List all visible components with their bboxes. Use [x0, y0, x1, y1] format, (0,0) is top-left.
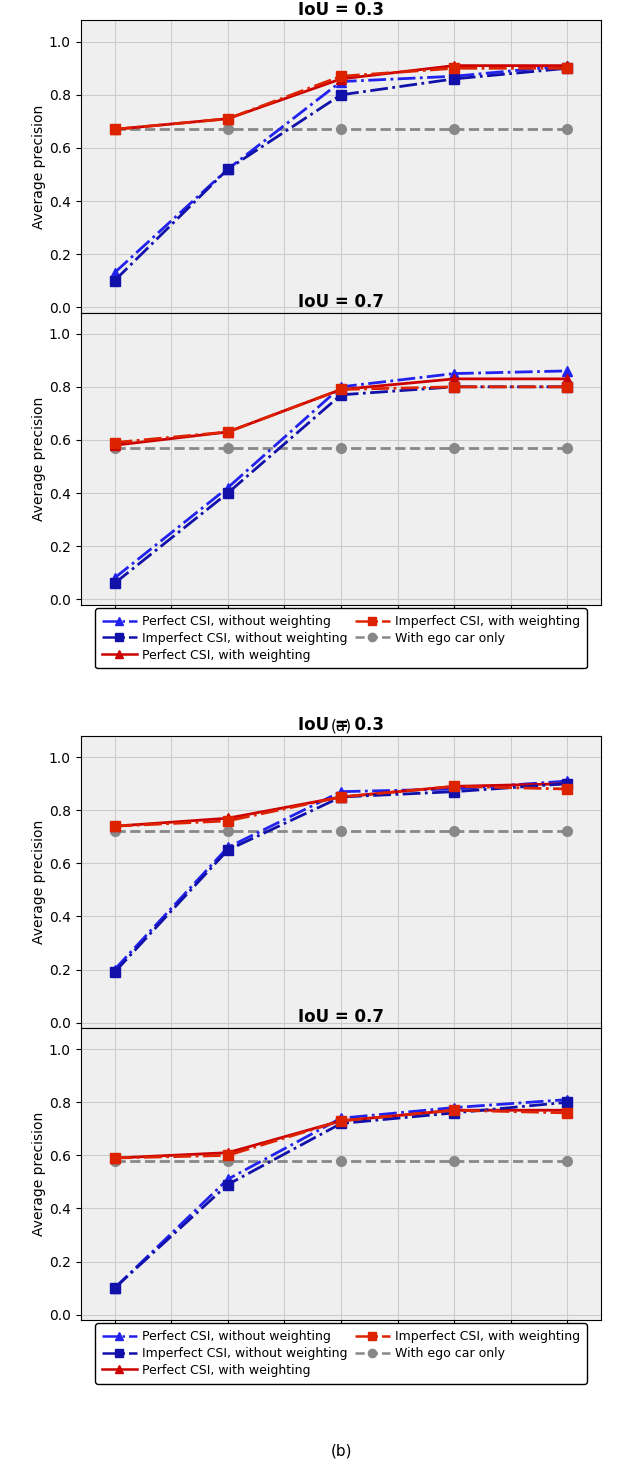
Title: IoU = 0.7: IoU = 0.7: [298, 1009, 384, 1026]
X-axis label: SNR in dB: SNR in dB: [295, 632, 387, 650]
Y-axis label: Average precision: Average precision: [32, 397, 46, 521]
Y-axis label: Average precision: Average precision: [32, 104, 46, 228]
X-axis label: SNR in dB: SNR in dB: [295, 1348, 387, 1366]
Text: (b): (b): [330, 1444, 352, 1458]
Title: IoU = 0.7: IoU = 0.7: [298, 293, 384, 310]
Y-axis label: Average precision: Average precision: [32, 1111, 46, 1236]
Legend: Perfect CSI, without weighting, Imperfect CSI, without weighting, Perfect CSI, w: Perfect CSI, without weighting, Imperfec…: [95, 608, 587, 669]
Legend: Perfect CSI, without weighting, Imperfect CSI, without weighting, Perfect CSI, w: Perfect CSI, without weighting, Imperfec…: [95, 1323, 587, 1383]
Text: (a): (a): [330, 719, 352, 733]
Title: IoU = 0.3: IoU = 0.3: [298, 1, 384, 19]
Y-axis label: Average precision: Average precision: [32, 820, 46, 944]
Title: IoU = 0.3: IoU = 0.3: [298, 716, 384, 735]
